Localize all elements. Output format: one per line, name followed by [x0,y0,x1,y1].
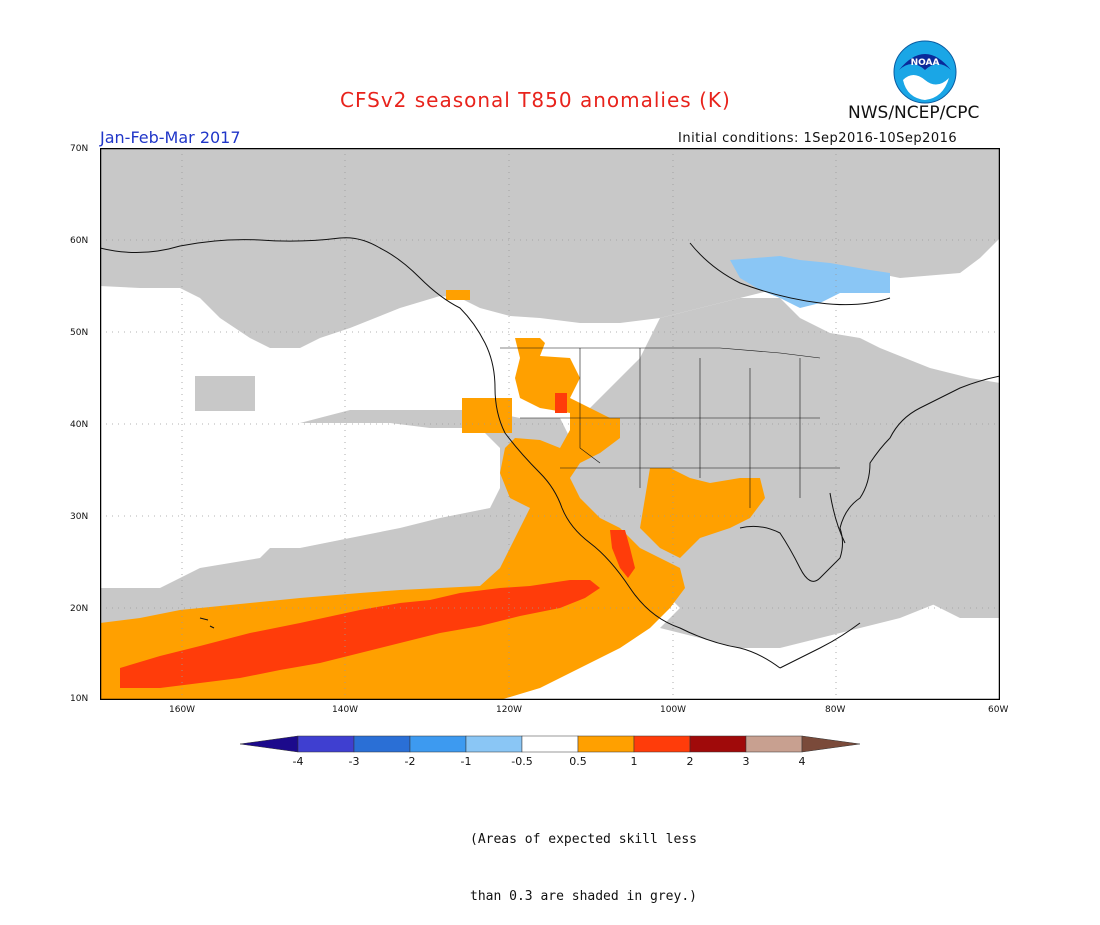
colorbar-tick-label: -4 [293,755,304,768]
chart-title: CFSv2 seasonal T850 anomalies (K) [340,88,731,112]
forecast-period: Jan-Feb-Mar 2017 [100,128,241,147]
colorbar-tick-label: 0.5 [569,755,587,768]
colorbar-box [577,735,635,753]
initial-conditions: Initial conditions: 1Sep2016-10Sep2016 [678,131,958,146]
colorbar-box [409,735,467,753]
svg-text:NOAA: NOAA [911,58,940,68]
colorbar-box [465,735,523,753]
grid-lines [100,148,1000,700]
colorbar: -4 -3 -2 -1 -0.5 0.5 1 2 3 4 [239,735,861,768]
lat-label-70n-text: 70N [70,144,89,154]
lat-label-50n-text: 50N [70,328,89,338]
agency-label: NWS/NCEP/CPC [848,103,980,123]
colorbar-box [745,735,803,753]
colorbar-box [521,735,579,753]
colorbar-box [689,735,747,753]
lat-label-40n-text: 40N [70,420,89,430]
lon-label-160w: 160W [169,705,196,715]
colorbar-tick-label: -2 [405,755,416,768]
colorbar-box [633,735,691,753]
coastlines [100,237,1000,669]
lat-label-20n-text: 20N [70,604,89,614]
colorbar-boxes [239,735,861,753]
colorbar-tick-label: -0.5 [511,755,532,768]
colorbar-tick-label: 4 [799,755,806,768]
colorbar-box [353,735,411,753]
state-borders [500,347,840,508]
lat-label-30n-text: 30N [70,512,89,522]
lon-label-100w: 100W [660,705,687,715]
colorbar-max-triangle [801,735,861,753]
skill-note-line1: (Areas of expected skill less [470,832,697,847]
skill-note-line2: than 0.3 are shaded in grey.) [470,889,697,904]
anomaly-neg-0-5-to-1 [730,256,890,308]
lon-label-120w: 120W [496,705,523,715]
lon-label-80w: 80W [825,705,846,715]
anomaly-map: 70N 60N 50N 40N 30N 20N 10N [100,148,1000,700]
colorbar-min-triangle [239,735,299,753]
colorbar-box [297,735,355,753]
noaa-logo: NOAA [893,40,957,104]
colorbar-tick-label: 2 [687,755,694,768]
lat-label-10n-text: 10N [70,694,89,704]
lon-label-60w: 60W [988,705,1009,715]
colorbar-tick-label: 1 [631,755,638,768]
anomaly-1-to-2 [120,393,635,688]
colorbar-tick-label: -1 [461,755,472,768]
skill-note: (Areas of expected skill less than 0.3 a… [470,792,697,925]
lon-label-140w: 140W [332,705,359,715]
colorbar-tick-label: -3 [349,755,360,768]
colorbar-tick-label: 3 [743,755,750,768]
lat-label-60n-text: 60N [70,236,89,246]
colorbar-labels: -4 -3 -2 -1 -0.5 0.5 1 2 3 4 [293,755,806,768]
